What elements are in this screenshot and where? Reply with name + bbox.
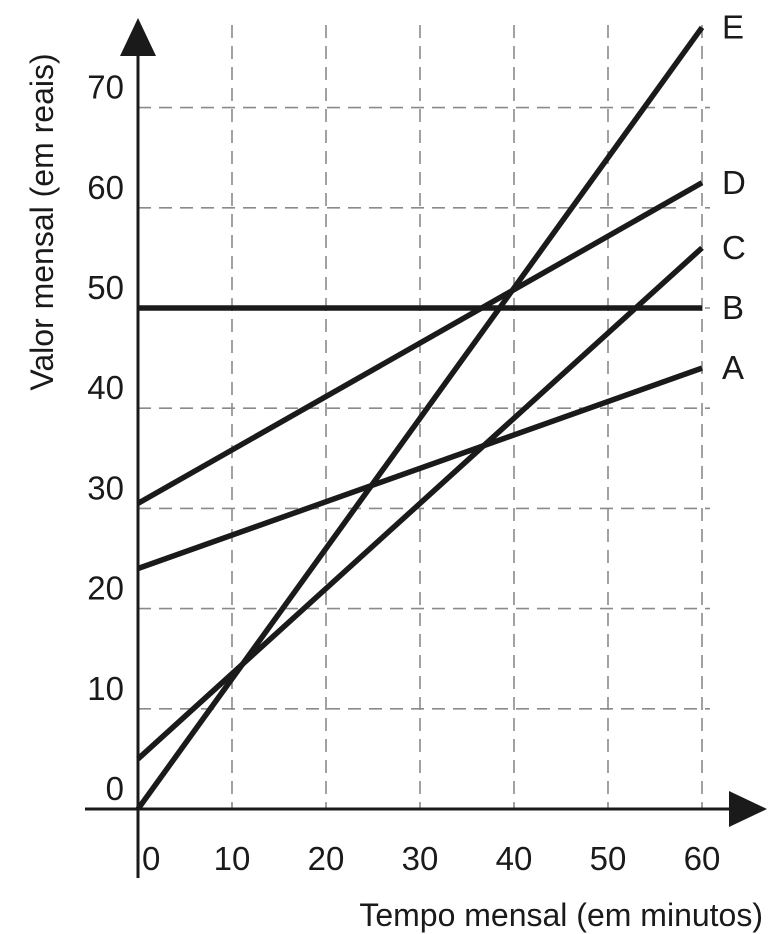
x-axis-arrow: [729, 791, 767, 827]
y-tick-label: 50: [87, 269, 124, 306]
series-label-d: D: [722, 164, 746, 201]
y-tick-label: 30: [87, 469, 124, 506]
y-tick-label: 0: [106, 770, 124, 807]
series-label-e: E: [722, 8, 744, 45]
y-axis-title: Valor mensal (em reais): [24, 53, 60, 390]
series-line-d: [136, 180, 704, 506]
y-tick-label: 20: [87, 570, 124, 607]
tick-labels: 0 10 20 30 40 50 60 0 10 20 30 40 50 60 70: [87, 69, 720, 877]
x-tick-label: 0: [142, 840, 160, 877]
series-line-c: [136, 245, 704, 761]
y-tick-label: 10: [87, 670, 124, 707]
x-axis-title: Tempo mensal (em minutos): [359, 897, 763, 933]
series-lines: [135, 25, 705, 811]
y-tick-label: 60: [87, 169, 124, 206]
axes: [85, 18, 767, 878]
series-line-a: [137, 365, 703, 572]
series-label-c: C: [722, 229, 746, 266]
series-label-a: A: [722, 349, 744, 386]
y-axis-arrow: [120, 18, 156, 56]
y-tick-label: 70: [87, 69, 124, 106]
series-label-b: B: [722, 289, 744, 326]
series-line-e: [135, 25, 705, 811]
x-tick-label: 60: [684, 840, 721, 877]
x-tick-label: 40: [496, 840, 533, 877]
x-tick-label: 10: [214, 840, 251, 877]
x-tick-label: 50: [590, 840, 627, 877]
y-tick-label: 40: [87, 369, 124, 406]
grid: [138, 25, 710, 809]
x-tick-label: 20: [308, 840, 345, 877]
x-tick-label: 30: [402, 840, 439, 877]
